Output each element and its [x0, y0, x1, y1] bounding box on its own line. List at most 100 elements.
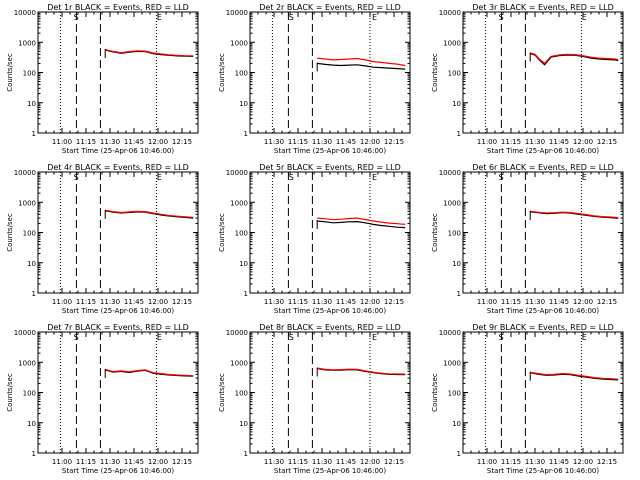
x-axis-label: Start Time (25-Apr-06 10:46:00)	[62, 147, 174, 155]
x-tick-label: 12:00	[360, 298, 380, 306]
y-tick-label: 1	[244, 450, 248, 458]
x-tick-label: 12:15	[172, 138, 192, 146]
x-tick-label: 11:45	[124, 138, 144, 146]
series-lld-line	[317, 217, 406, 225]
x-tick-label: 12:15	[384, 138, 404, 146]
panel-title: Det 1r BLACK = Events, RED = LLD	[47, 3, 189, 12]
x-tick-label: 11:00	[52, 138, 72, 146]
y-tick-label: 1000	[443, 199, 461, 207]
x-tick-label: 11:30	[264, 138, 284, 146]
series-lld-line	[530, 210, 619, 219]
y-tick-label: 1000	[18, 359, 36, 367]
marker-label-S: S	[499, 173, 504, 182]
x-tick-label: 12:15	[597, 138, 617, 146]
x-tick-label: 11:15	[288, 298, 308, 306]
panel-title: Det 4r BLACK = Events, RED = LLD	[47, 163, 189, 172]
marker-label-E: E	[582, 173, 587, 182]
marker-label-E: E	[157, 333, 162, 342]
x-tick-label: 11:30	[264, 458, 284, 466]
x-tick-label: 11:45	[336, 138, 356, 146]
x-tick-label: 11:15	[501, 298, 521, 306]
y-tick-label: 10	[452, 420, 461, 428]
x-tick-label: 12:00	[573, 298, 593, 306]
marker-label-E: E	[582, 333, 587, 342]
series-lld-line	[105, 209, 194, 218]
x-tick-label: 11:00	[477, 298, 497, 306]
y-tick-label: 10	[452, 260, 461, 268]
series-events-line	[317, 220, 406, 229]
y-axis-label: Counts/sec	[218, 213, 226, 252]
x-tick-label: 11:00	[477, 138, 497, 146]
x-tick-label: 11:00	[52, 458, 72, 466]
x-tick-label: 11:30	[525, 298, 545, 306]
panel-title: Det 9r BLACK = Events, RED = LLD	[472, 323, 614, 332]
series-lld-line	[105, 368, 194, 377]
y-tick-label: 100	[235, 70, 248, 78]
x-tick-label: 11:15	[501, 138, 521, 146]
y-tick-label: 10000	[14, 329, 36, 337]
x-tick-label: 12:15	[597, 458, 617, 466]
y-tick-label: 10000	[439, 9, 461, 17]
x-tick-label: 11:45	[124, 458, 144, 466]
x-tick-label: 11:00	[477, 458, 497, 466]
x-tick-label: 11:45	[124, 298, 144, 306]
series-lld-line	[530, 371, 619, 380]
y-tick-label: 1	[32, 290, 36, 298]
marker-label-E: E	[157, 13, 162, 22]
y-tick-label: 1000	[18, 39, 36, 47]
y-tick-label: 1	[244, 290, 248, 298]
marker-label-E: E	[372, 13, 377, 22]
x-tick-label: 11:30	[100, 138, 120, 146]
y-tick-label: 100	[23, 70, 36, 78]
y-tick-label: 1000	[230, 359, 248, 367]
y-tick-label: 10	[452, 100, 461, 108]
marker-label-E: E	[372, 333, 377, 342]
x-tick-label: 11:30	[264, 298, 284, 306]
panel-title: Det 5r BLACK = Events, RED = LLD	[259, 163, 401, 172]
x-tick-label: 12:00	[148, 458, 168, 466]
panel-title: Det 6r BLACK = Events, RED = LLD	[472, 163, 614, 172]
panel-title: Det 2r BLACK = Events, RED = LLD	[259, 3, 401, 12]
series-events-line	[317, 62, 406, 70]
y-axis-label: Counts/sec	[431, 213, 439, 252]
x-tick-label: 11:30	[100, 458, 120, 466]
y-tick-label: 1	[32, 450, 36, 458]
y-tick-label: 10000	[226, 9, 248, 17]
y-tick-label: 100	[448, 70, 461, 78]
marker-label-E: E	[372, 173, 377, 182]
x-tick-label: 11:45	[336, 298, 356, 306]
y-tick-label: 1	[244, 130, 248, 138]
x-tick-label: 12:15	[172, 298, 192, 306]
marker-label-S: S	[499, 13, 504, 22]
x-axis-label: Start Time (25-Apr-06 10:46:00)	[274, 307, 386, 315]
x-tick-label: 11:00	[52, 298, 72, 306]
x-tick-label: 12:00	[360, 458, 380, 466]
x-tick-label: 12:00	[148, 298, 168, 306]
y-tick-label: 10000	[226, 329, 248, 337]
x-tick-label: 11:45	[549, 458, 569, 466]
panel-title: Det 8r BLACK = Events, RED = LLD	[259, 323, 401, 332]
x-tick-label: 11:30	[312, 298, 332, 306]
x-tick-label: 11:30	[525, 458, 545, 466]
y-tick-label: 100	[23, 230, 36, 238]
series-lld-line	[317, 367, 406, 375]
x-tick-label: 12:00	[573, 458, 593, 466]
y-tick-label: 10000	[439, 329, 461, 337]
y-tick-label: 100	[448, 390, 461, 398]
y-tick-label: 1000	[18, 199, 36, 207]
marker-label-S: S	[74, 173, 79, 182]
y-tick-label: 10000	[14, 9, 36, 17]
x-tick-label: 11:30	[312, 138, 332, 146]
x-tick-label: 12:15	[597, 298, 617, 306]
y-tick-label: 10	[239, 260, 248, 268]
y-tick-label: 1000	[443, 359, 461, 367]
y-axis-label: Counts/sec	[6, 53, 14, 92]
y-tick-label: 10	[239, 100, 248, 108]
panel-title: Det 3r BLACK = Events, RED = LLD	[472, 3, 614, 12]
